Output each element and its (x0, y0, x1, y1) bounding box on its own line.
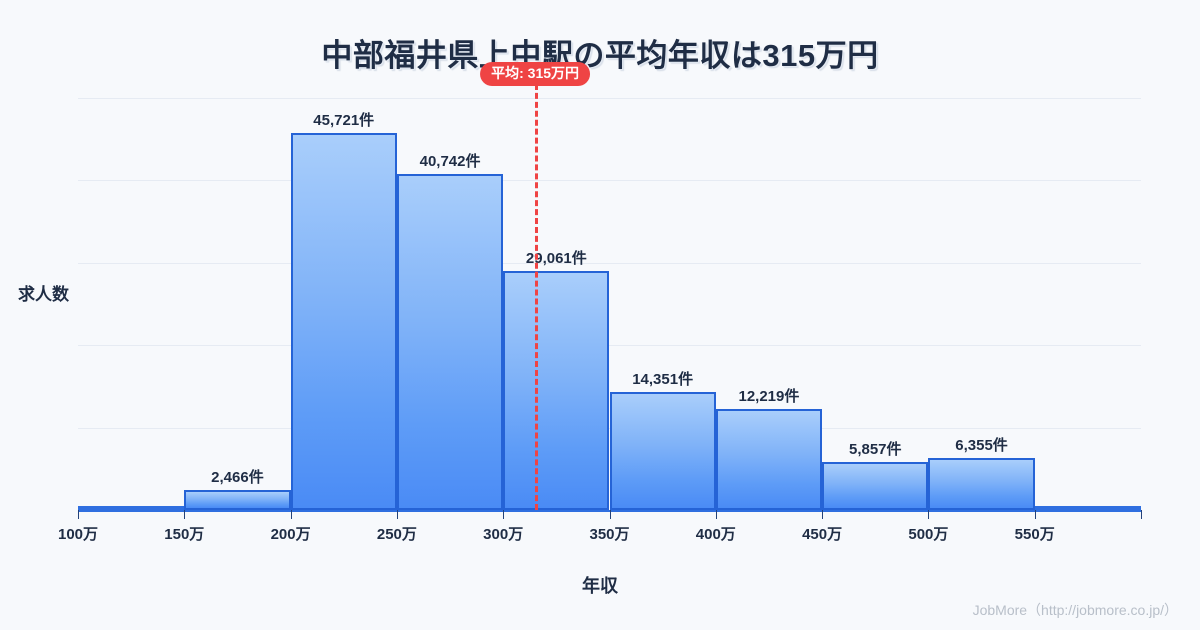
x-tick-label: 500万 (908, 526, 949, 543)
bar-400万[interactable] (715, 409, 823, 510)
bar-value-label: 12,219件 (738, 388, 800, 406)
x-tick (503, 510, 505, 519)
average-badge: 平均: 315万円 (480, 62, 591, 87)
bar-value-label: 5,857件 (848, 440, 902, 458)
bars-layer: 2,466件 45,721件 40,742件 29,061件 14,351件 12,219… (78, 98, 1141, 510)
gridline (78, 345, 1141, 347)
x-tick (184, 510, 186, 519)
bar-250万[interactable] (396, 174, 504, 510)
plot-area: 2,466件 45,721件 40,742件 29,061件 14,351件 12,219… (78, 62, 1141, 510)
bar-550万[interactable] (1034, 506, 1141, 510)
average-line (535, 84, 539, 510)
bar-450万[interactable] (822, 461, 929, 510)
x-tick (1141, 510, 1142, 519)
x-axis-title: 年収 (582, 576, 618, 596)
bar-value-label: 29,061件 (525, 249, 587, 267)
x-tick-label: 350万 (589, 526, 630, 543)
bar-value-label: 6,355件 (955, 436, 1008, 454)
x-axis: 100万 150万 200万 250万 300万 350万 400万 450万 500万 550万 (58, 510, 1142, 543)
x-tick (715, 510, 717, 519)
bar-100万[interactable] (78, 506, 185, 510)
gridline (78, 180, 1141, 182)
gridline (78, 262, 1141, 264)
bar-value-label: 14,351件 (632, 370, 694, 388)
x-tick (396, 510, 398, 519)
x-tick (609, 510, 611, 519)
x-tick-label: 450万 (802, 526, 843, 543)
bar-150万[interactable] (184, 489, 291, 510)
x-tick (928, 510, 930, 519)
bar-value-label: 40,742件 (419, 153, 481, 171)
x-tick (1034, 510, 1036, 519)
gridline (78, 98, 1141, 99)
x-tick-label: 150万 (164, 526, 205, 543)
x-tick-label: 200万 (270, 526, 311, 543)
x-tick-label: 400万 (695, 526, 736, 543)
y-axis-title: 求人数 (18, 285, 69, 304)
x-tick (290, 510, 292, 519)
bar-350万[interactable] (609, 391, 716, 510)
x-tick-label: 250万 (376, 526, 417, 543)
footer-credit: JobMore（http://jobmore.co.jp/） (972, 602, 1178, 618)
bar-300万[interactable] (503, 270, 610, 510)
page-title: 中部福井県上中駅の平均年収は315万円 (321, 38, 879, 73)
x-tick-label: 550万 (1014, 526, 1055, 543)
x-tick (78, 510, 79, 519)
bar-value-label: 2,466件 (211, 468, 264, 486)
bar-200万[interactable] (290, 133, 397, 510)
bar-500万[interactable] (928, 457, 1035, 510)
x-tick-label: 300万 (483, 526, 524, 543)
x-tick-label: 100万 (57, 526, 99, 543)
x-tick (822, 510, 824, 519)
bar-value-label: 45,721件 (313, 112, 375, 130)
